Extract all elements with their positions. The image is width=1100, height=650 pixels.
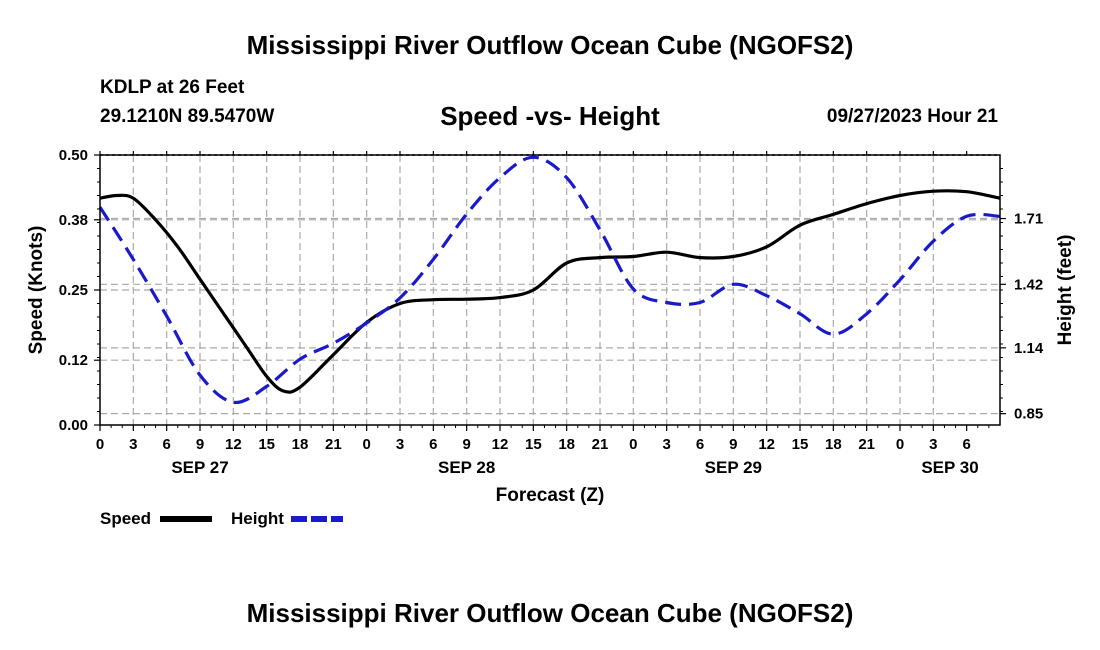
x-tick-label: 15 [792,436,809,453]
legend-height-label: Height [231,509,284,528]
date-label: SEP 28 [438,458,495,477]
x-tick-label: 0 [629,436,637,453]
x-tick-label: 15 [525,436,542,453]
x-tick-label: 18 [558,436,575,453]
repeated-chart-title: Mississippi River Outflow Ocean Cube (NG… [246,598,854,628]
x-tick-label: 21 [858,436,875,453]
y-tick-label: 0.12 [59,352,88,369]
x-tick-label: 12 [758,436,775,453]
y-tick-label: 0.25 [59,282,88,299]
chart-title: Mississippi River Outflow Ocean Cube (NG… [246,30,854,60]
legend-speed-label: Speed [100,509,152,528]
x-tick-label: 21 [592,436,609,453]
y-axis-label: Speed (Knots) [26,226,47,355]
x-tick-label: 18 [825,436,842,453]
x-axis-label: Forecast (Z) [496,485,605,506]
x-tick-label: 15 [258,436,275,453]
x-tick-label: 6 [962,436,970,453]
y-tick-label: 0.38 [59,212,88,229]
x-tick-label: 0 [96,436,104,453]
y2-tick-label: 1.42 [1014,276,1043,293]
x-tick-label: 6 [162,436,170,453]
x-tick-label: 0 [362,436,370,453]
x-tick-label: 0 [896,436,904,453]
y2-tick-label: 1.14 [1014,340,1044,357]
x-tick-label: 12 [492,436,509,453]
axes: 0 3 6 9 12 15 18 21 0 3 6 9 12 15 18 21 0 3 6 9 12 15 18 21 0 3 6S… [59,147,1044,477]
series-layer [98,155,1001,405]
x-tick-label: 3 [129,436,137,453]
x-tick-label: 12 [225,436,242,453]
y2-tick-label: 0.85 [1014,406,1043,423]
legend-speed-swatch [160,516,212,522]
series-line-height [98,155,1001,405]
date-label: SEP 27 [171,458,228,477]
x-tick-label: 18 [292,436,309,453]
x-tick-label: 9 [729,436,737,453]
date-label: SEP 29 [705,458,762,477]
y-tick-label: 0.50 [59,147,88,164]
chart-subtitle: Speed -vs- Height [440,101,660,131]
x-tick-label: 3 [396,436,404,453]
legend-height-swatch [291,516,343,522]
x-tick-label: 21 [325,436,342,453]
x-tick-label: 6 [429,436,437,453]
y2-axis-label: Height (feet) [1055,235,1076,346]
x-tick-label: 9 [462,436,470,453]
x-tick-label: 6 [696,436,704,453]
y-tick-label: 0.00 [59,417,88,434]
x-tick-label: 3 [929,436,937,453]
forecast-datetime: 09/27/2023 Hour 21 [826,106,998,127]
x-tick-label: 9 [196,436,204,453]
y2-tick-label: 1.71 [1014,211,1043,228]
date-label: SEP 30 [921,458,978,477]
coordinates-label: 29.1210N 89.5470W [100,106,275,127]
grid [100,154,1000,425]
series-line-speed [99,189,1001,394]
station-label: KDLP at 26 Feet [100,77,245,98]
x-tick-label: 3 [662,436,670,453]
